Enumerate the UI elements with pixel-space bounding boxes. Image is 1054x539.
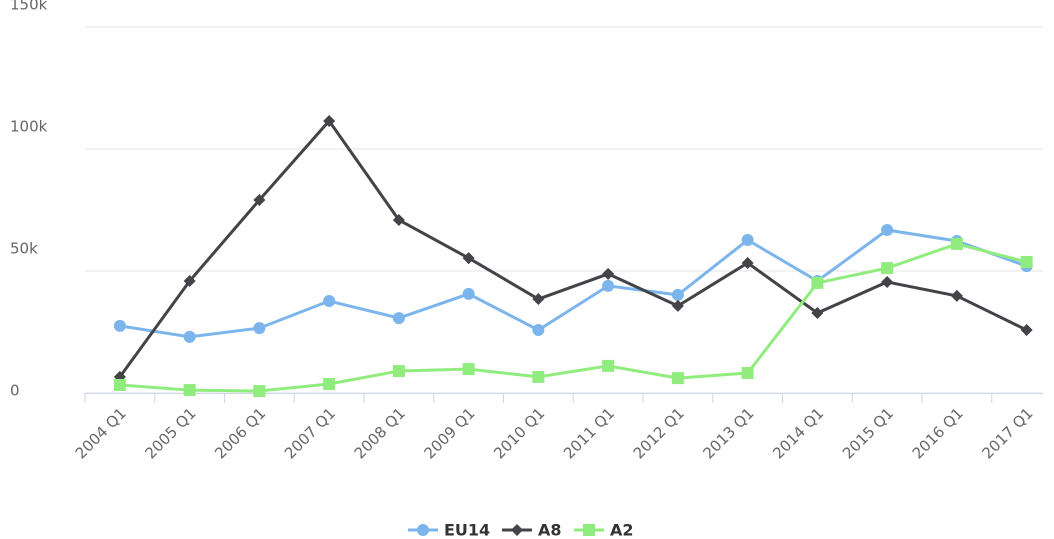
point: [881, 262, 894, 275]
legend-label: A2: [610, 521, 634, 539]
x-tick-label: 2009 Q1: [420, 404, 478, 462]
point: [532, 293, 545, 306]
x-tick-label: 2015 Q1: [839, 404, 897, 462]
point: [323, 377, 336, 390]
legend-item: A2: [574, 521, 634, 539]
point: [462, 287, 475, 300]
point: [950, 289, 963, 302]
y-tick-label: 100k: [10, 118, 48, 136]
point: [602, 267, 615, 280]
point: [1020, 324, 1033, 337]
point: [392, 214, 405, 227]
x-tick-label: 2016 Q1: [909, 404, 967, 462]
point: [881, 224, 894, 237]
point: [462, 363, 475, 376]
x-tick-label: 2013 Q1: [699, 404, 757, 462]
series-line: [118, 118, 1028, 378]
point: [583, 524, 595, 536]
point: [602, 359, 615, 372]
point: [462, 252, 475, 265]
x-tick-label: 2004 Q1: [72, 404, 130, 462]
point: [253, 385, 266, 398]
series-line: [119, 228, 1028, 339]
legend-label: A8: [538, 521, 562, 539]
point: [602, 279, 615, 292]
point: [881, 275, 894, 288]
x-tick-label: 2011 Q1: [560, 404, 618, 462]
point: [811, 276, 824, 289]
point: [671, 288, 684, 301]
point: [532, 324, 545, 337]
point: [183, 330, 196, 343]
point: [1020, 255, 1033, 268]
point: [183, 275, 196, 288]
point: [950, 237, 963, 250]
y-tick-label: 0: [10, 382, 20, 400]
point: [532, 370, 545, 383]
point: [392, 312, 405, 325]
series-line: [119, 242, 1028, 393]
x-tick-label: 2012 Q1: [630, 404, 688, 462]
point: [183, 384, 196, 397]
x-tick-label: 2007 Q1: [281, 404, 339, 462]
x-tick-label: 2006 Q1: [211, 404, 269, 462]
point: [741, 366, 754, 379]
point: [741, 256, 754, 269]
x-tick-label: 2017 Q1: [978, 404, 1036, 462]
point: [811, 306, 824, 319]
point: [392, 365, 405, 378]
point: [323, 114, 336, 127]
x-tick-label: 2008 Q1: [351, 404, 409, 462]
point: [671, 299, 684, 312]
point: [511, 524, 523, 536]
point: [671, 372, 684, 385]
y-tick-label: 150k: [10, 0, 48, 14]
point: [741, 234, 754, 247]
y-tick-label: 50k: [10, 240, 38, 258]
point: [113, 319, 126, 332]
point: [253, 193, 266, 206]
legend-item: A8: [502, 521, 562, 539]
legend-item: EU14: [408, 521, 490, 539]
point: [113, 378, 126, 391]
point: [253, 322, 266, 335]
point: [417, 524, 429, 536]
x-tick-label: 2010 Q1: [490, 404, 548, 462]
point: [323, 295, 336, 308]
x-tick-label: 2014 Q1: [769, 404, 827, 462]
x-tick-label: 2005 Q1: [141, 404, 199, 462]
legend-label: EU14: [444, 521, 490, 539]
